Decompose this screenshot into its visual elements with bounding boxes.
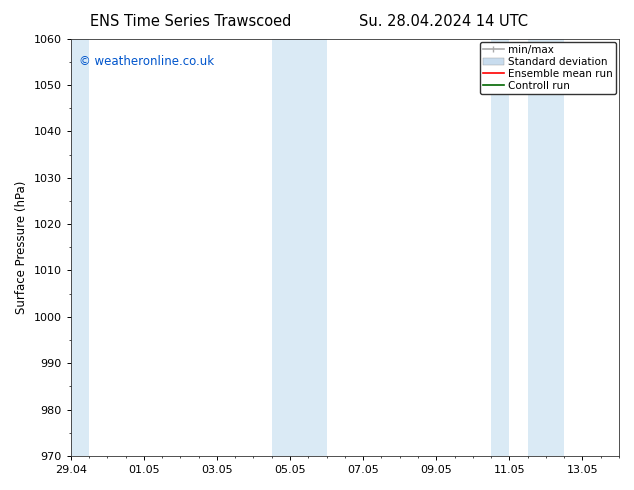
Bar	[272, 39, 308, 456]
Text: © weatheronline.co.uk: © weatheronline.co.uk	[79, 55, 214, 68]
Bar	[527, 39, 564, 456]
Legend: min/max, Standard deviation, Ensemble mean run, Controll run: min/max, Standard deviation, Ensemble me…	[480, 42, 616, 94]
Text: Su. 28.04.2024 14 UTC: Su. 28.04.2024 14 UTC	[359, 14, 528, 29]
Text: ENS Time Series Trawscoed: ENS Time Series Trawscoed	[89, 14, 291, 29]
Bar	[71, 39, 89, 456]
Bar	[491, 39, 509, 456]
Y-axis label: Surface Pressure (hPa): Surface Pressure (hPa)	[15, 181, 28, 314]
Bar	[308, 39, 327, 456]
